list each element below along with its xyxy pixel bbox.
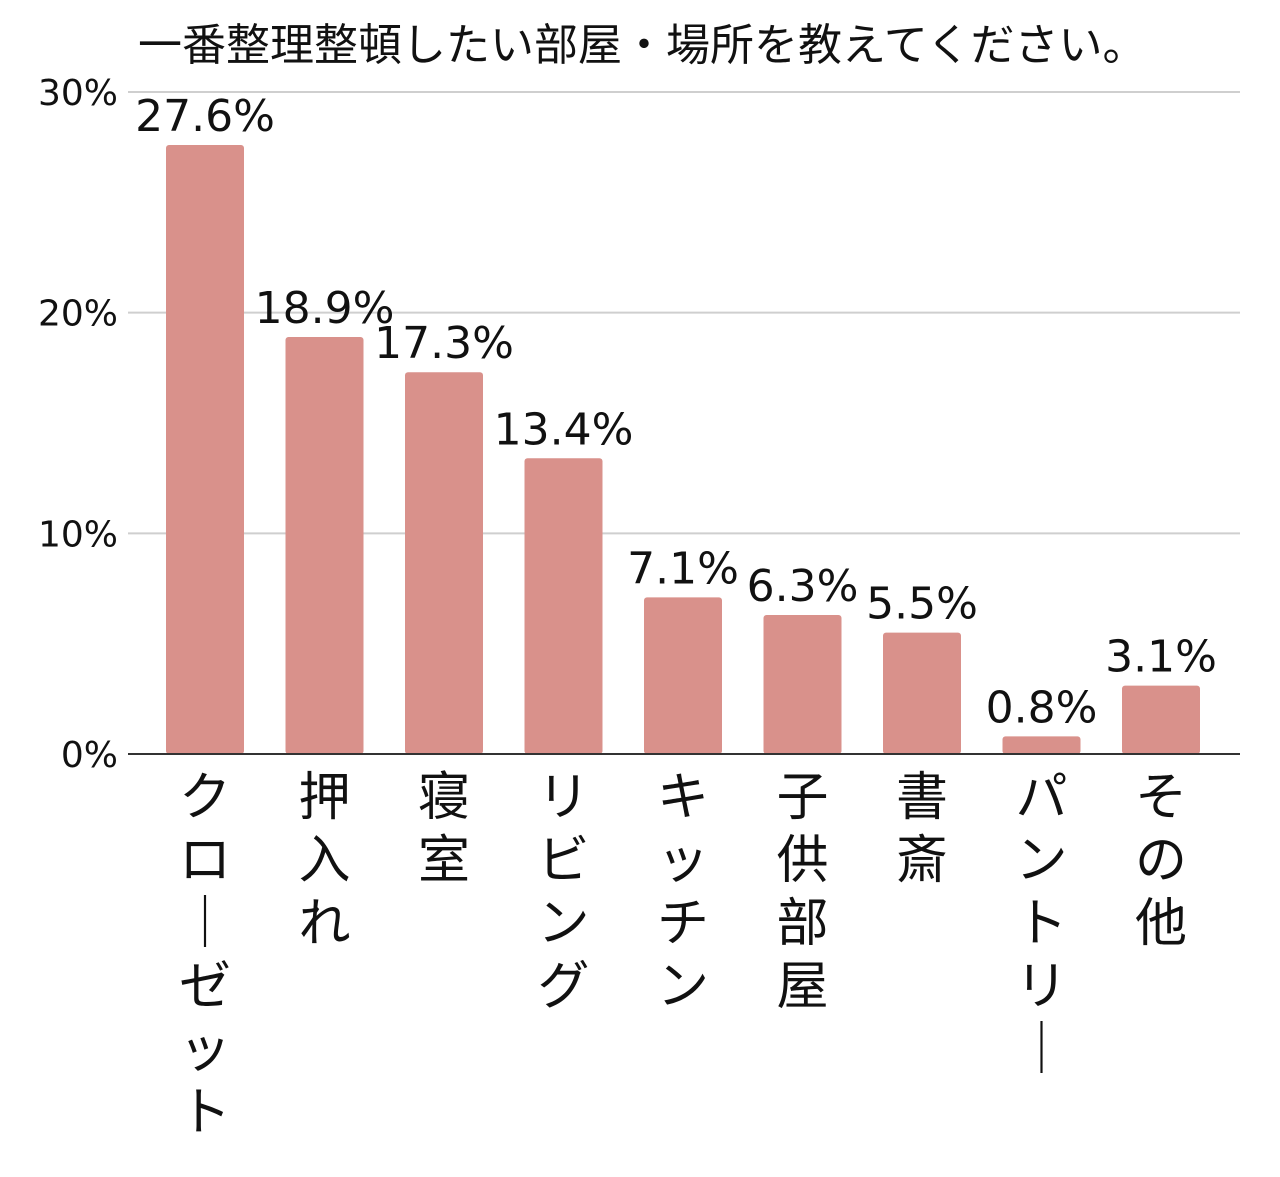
data-labels: 27.6% 18.9%17.3% 13.4% 7.1% 6.3% 5.5% 0.8%3.1% — [135, 91, 1217, 733]
bar-4 — [524, 458, 603, 754]
data-label: 5.5% — [866, 579, 978, 630]
y-tick-label: 0% — [61, 735, 118, 776]
bar-1 — [166, 144, 244, 754]
category-label: パントリ｜ — [1015, 768, 1067, 1080]
category-label: 寝室 — [418, 768, 470, 891]
bar-3 — [405, 372, 483, 754]
category-label: キッチン — [657, 768, 709, 1017]
bars — [166, 144, 1200, 754]
y-tick-label: 20% — [38, 294, 118, 335]
y-axis-ticks: 0% 10% 20% 30% — [38, 73, 118, 776]
category-label: 押入れ — [298, 768, 350, 954]
data-label: 3.1% — [1105, 632, 1217, 683]
data-label: 6.3% — [747, 561, 859, 612]
data-label: 0.8% — [986, 682, 1098, 733]
y-tick-label: 30% — [38, 73, 118, 114]
category-label: 子供部屋 — [776, 768, 828, 1017]
data-label: 27.6% — [135, 91, 275, 142]
data-label: 13.4% — [494, 404, 634, 455]
y-tick-label: 10% — [38, 514, 118, 555]
bar-2 — [285, 336, 364, 754]
data-label: 18.9% — [255, 283, 395, 334]
category-label: その他 — [1135, 768, 1187, 954]
data-label: 7.1% — [627, 543, 739, 594]
category-labels: クロ｜ゼット 押入れ 寝室 リビング キッチン 子供部屋 書斎 パントリ｜ その他 — [179, 768, 1187, 1143]
bar-7 — [883, 632, 961, 754]
data-label: 17.3% — [374, 318, 514, 369]
chart-title: 一番整理整頓したい部屋・場所を教えてください。 — [138, 20, 1146, 71]
bar-8 — [1002, 736, 1081, 754]
bar-5 — [644, 597, 722, 754]
category-label: 書斎 — [896, 768, 948, 891]
category-label: リビング — [537, 768, 589, 1017]
category-label: クロ｜ゼット — [179, 768, 231, 1143]
bar-6 — [763, 614, 842, 754]
bar-9 — [1122, 685, 1200, 754]
